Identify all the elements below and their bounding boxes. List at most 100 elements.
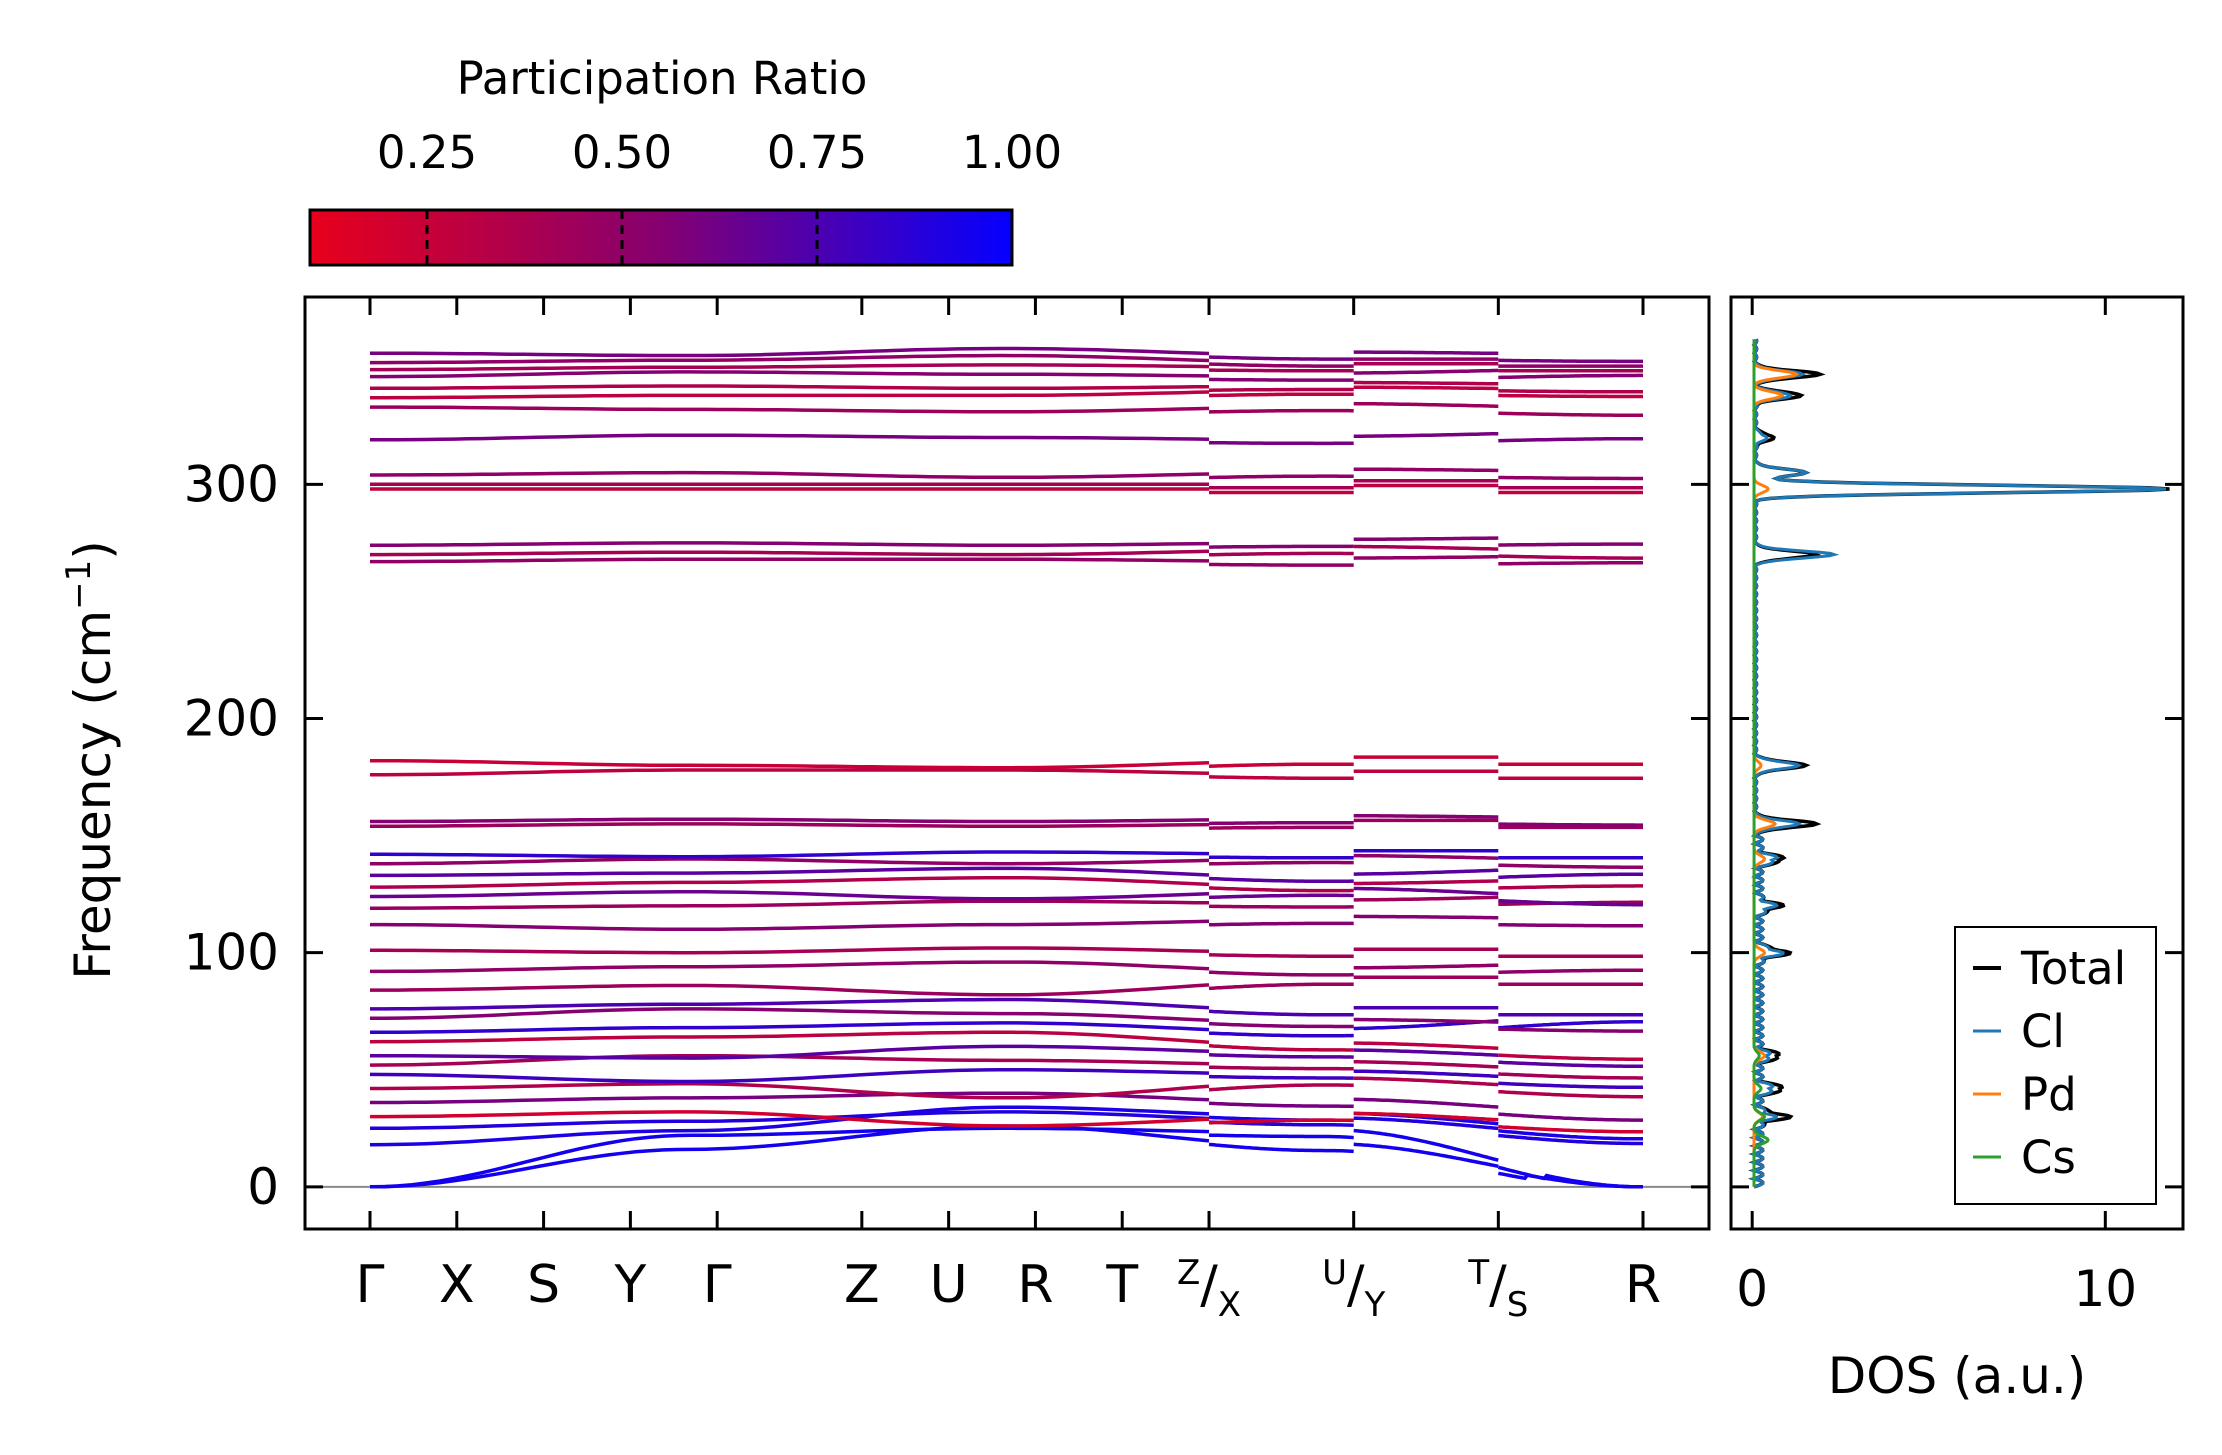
phonon-band-0-33 [370,470,1210,480]
y-axis-label-sup: −1 [59,560,99,610]
phonon-band-3-9 [1498,1060,1644,1069]
phonon-band-0-37 [370,384,1210,391]
phonon-band-2-20 [1353,879,1499,886]
phonon-band-0-4 [370,1110,1210,1128]
phonon-band-3-1 [1497,1165,1643,1189]
y-tick-label: 300 [184,455,279,513]
phonon-band-3-2 [1498,1129,1643,1141]
phonon-band-0-41 [370,346,1210,358]
band-plot-frame [303,295,1711,1231]
legend-label-total: Total [2020,942,2126,995]
phonon-band-3-15 [1498,968,1643,974]
phonon-band-2-15 [1353,963,1499,970]
colorbar-tick-label: 0.50 [572,126,672,179]
phonon-band-1-16 [1208,953,1354,958]
phonon-band-0-27 [370,758,1210,770]
phonon-band-3-20 [1498,884,1643,890]
phonon-band-0-23 [370,850,1210,859]
phonon-band-3-21 [1498,872,1643,879]
phonon-band-0-3 [370,1110,1210,1131]
dos-axis-ticks: 0 10 [1731,297,2183,1318]
dos-x-axis-label: DOS (a.u.) [1828,1347,2087,1405]
phonon-band-0-21 [370,866,1210,878]
phonon-band-1-35 [1209,408,1354,414]
phonon-band-0-26 [370,768,1210,777]
colorbar-ticks: 0.25 0.50 0.75 1.00 [377,126,1062,265]
dos-lines [1747,338,2170,1189]
phonon-band-0-34 [370,433,1210,442]
phonon-band-3-5 [1498,1112,1643,1122]
phonon-band-1-11 [1208,1031,1354,1038]
phonon-band-1-33 [1209,474,1354,480]
phonon-band-0-39 [370,363,1210,372]
phonon-band-1-19 [1208,893,1354,900]
phonon-band-0-16 [370,946,1210,955]
phonon-band-3-4 [1498,1125,1643,1134]
phonon-band-1-38 [1208,377,1354,382]
phonon-band-1-23 [1209,855,1354,860]
phonon-band-3-8 [1498,1072,1643,1080]
phonon-band-2-8 [1353,1060,1499,1069]
phonon-band-2-29 [1353,544,1499,551]
phonon-band-0-7 [369,1068,1210,1084]
phonon-band-3-25 [1498,822,1643,827]
phonon-band-1-24 [1209,825,1354,830]
y-tick-label: 100 [184,924,279,982]
phonon-band-0-18 [370,899,1210,910]
k-point-label: T [1105,1255,1138,1315]
phonon-band-3-11 [1498,1020,1643,1030]
phonon-band-2-0 [1353,1142,1499,1169]
phonon-band-1-1 [1208,1133,1354,1140]
phonon-band-0-38 [370,370,1210,379]
phonon-band-1-37 [1209,387,1354,392]
phonon-band-2-35 [1353,401,1499,408]
phonon-band-2-28 [1353,555,1499,560]
colorbar-bar [308,208,1014,267]
k-point-label: Γ [356,1255,385,1315]
phonon-band-0-40 [370,353,1210,365]
phonon-band-2-19 [1353,886,1499,896]
phonon-band-3-38 [1498,373,1643,380]
phonon-band-2-17 [1353,914,1499,920]
phonon-band-1-29 [1208,551,1354,557]
k-point-label: R [1625,1255,1661,1315]
phonon-band-1-4 [1208,1118,1354,1125]
phonon-band-2-30 [1353,536,1499,542]
k-point-label: R [1017,1255,1053,1315]
k-point-label: Z/X [1177,1253,1241,1325]
k-point-label: U/Y [1322,1253,1385,1325]
phonon-band-2-6 [1353,1076,1499,1087]
phonon-band-1-13 [1208,1009,1354,1017]
phonon-band-3-22 [1498,863,1643,869]
phonon-band-2-3 [1353,1116,1499,1131]
phonon-band-1-26 [1209,775,1354,780]
phonon-band-2-5 [1353,1097,1499,1109]
phonon-band-3-41 [1498,358,1643,364]
phonon-band-1-5 [1208,1101,1354,1109]
phonon-band-1-21 [1208,876,1354,884]
phonon-band-1-28 [1208,562,1354,567]
phonon-band-3-33 [1498,475,1643,481]
phonon-band-0-20 [370,875,1210,889]
band-lines [369,346,1644,1189]
legend-label-cl: Cl [2021,1005,2065,1058]
dos-plot-frame [1729,295,2185,1231]
phonon-band-3-28 [1498,561,1643,566]
phonon-band-2-9 [1353,1048,1499,1057]
phonon-band-1-39 [1209,368,1354,373]
phonon-band-0-17 [370,919,1210,932]
phonon-band-1-6 [1208,1083,1354,1092]
phonon-band-2-10 [1353,1041,1499,1050]
phonon-band-1-7 [1209,1074,1354,1080]
dos-x-tick-label: 0 [1736,1260,1768,1318]
phonon-band-0-36 [370,390,1210,400]
k-point-label: Γ [703,1255,732,1315]
phonon-band-2-12 [1353,1017,1499,1024]
phonon-band-2-21 [1353,868,1499,876]
colorbar-title: Participation Ratio [457,52,868,105]
phonon-band-3-6 [1498,1089,1643,1099]
phonon-band-1-41 [1208,355,1354,361]
phonon-band-2-4 [1353,1111,1499,1122]
phonon-band-2-36 [1353,385,1499,391]
colorbar-tick-label: 0.75 [767,126,867,179]
